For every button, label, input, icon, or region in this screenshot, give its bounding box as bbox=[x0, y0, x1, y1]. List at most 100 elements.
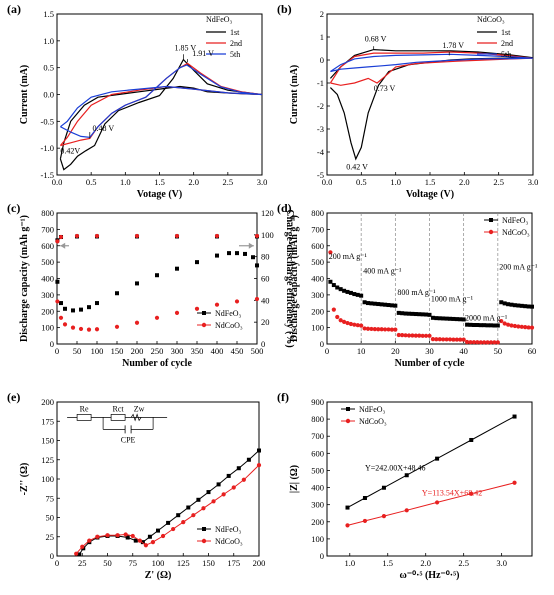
legend-label: NdFeO₃ bbox=[215, 309, 242, 318]
data-point bbox=[448, 316, 452, 321]
y-tick-label: 200 bbox=[311, 306, 324, 316]
data-point bbox=[413, 312, 418, 317]
data-point bbox=[176, 513, 181, 518]
series-line bbox=[60, 64, 263, 139]
data-point bbox=[345, 289, 350, 294]
x-tick-label: 3.0 bbox=[257, 177, 268, 187]
data-point bbox=[227, 251, 231, 256]
legend-marker bbox=[488, 229, 494, 235]
x-tick-label: 0.5 bbox=[356, 177, 367, 187]
data-point bbox=[417, 312, 422, 317]
circuit-label: Zw bbox=[134, 404, 145, 413]
legend-label: NdCoO₃ bbox=[215, 321, 243, 330]
series-line bbox=[59, 62, 263, 147]
data-point bbox=[396, 332, 401, 338]
panel-label: (d) bbox=[277, 201, 292, 215]
data-point bbox=[488, 340, 494, 345]
y-tick-label: -5 bbox=[317, 170, 324, 180]
data-point bbox=[400, 333, 405, 338]
legend-label: 5th bbox=[230, 50, 240, 59]
data-point bbox=[506, 302, 511, 307]
y-tick-label: 600 bbox=[311, 448, 324, 458]
y-tick-label: 0.5 bbox=[43, 63, 54, 73]
y-tick-label: 900 bbox=[311, 397, 324, 407]
data-point bbox=[328, 250, 333, 255]
panel-e: (e) 0 25 50 75 100 125 150 175 200 0 25 50 75 100 125 15… bbox=[7, 390, 265, 581]
data-point bbox=[355, 323, 360, 328]
data-point bbox=[420, 333, 425, 338]
data-point bbox=[376, 302, 381, 307]
data-point bbox=[509, 302, 514, 307]
data-point bbox=[251, 255, 255, 260]
y-tick-label: 800 bbox=[41, 208, 54, 218]
x-tick-label: 3.0 bbox=[496, 558, 507, 568]
x-axis-label: Number of cycle bbox=[122, 358, 192, 369]
legend-marker bbox=[489, 218, 493, 222]
y-tick-label: 0 bbox=[50, 339, 54, 349]
data-point bbox=[362, 518, 368, 524]
x-tick-label: 100 bbox=[91, 346, 104, 356]
data-point bbox=[512, 414, 517, 419]
data-point bbox=[512, 480, 517, 485]
data-point bbox=[143, 543, 148, 548]
data-point bbox=[55, 279, 60, 284]
data-point bbox=[403, 311, 408, 316]
y-tick-label: 1.0 bbox=[43, 36, 54, 46]
data-point bbox=[430, 336, 436, 342]
data-point bbox=[468, 322, 473, 327]
data-point bbox=[345, 505, 350, 510]
data-point bbox=[444, 316, 449, 321]
data-point bbox=[512, 323, 518, 329]
legend-label: NdCoO₃ bbox=[502, 228, 530, 237]
x-tick-label: 400 bbox=[211, 346, 224, 356]
y2-axis-label: Charge-discharge efficiency (%) bbox=[284, 209, 295, 347]
data-point bbox=[424, 312, 429, 317]
data-point bbox=[352, 322, 357, 327]
data-point bbox=[461, 337, 466, 342]
data-point bbox=[427, 333, 432, 338]
x-axis-label: ω⁻⁰·⁵ (Hz⁻⁰·⁵) bbox=[400, 570, 460, 581]
data-point bbox=[63, 306, 67, 311]
y-tick-label: 100 bbox=[311, 323, 324, 333]
data-point bbox=[130, 533, 135, 539]
data-point bbox=[348, 321, 354, 327]
y2-tick-label: 80 bbox=[261, 252, 270, 262]
data-point bbox=[87, 305, 91, 310]
data-point bbox=[348, 290, 353, 295]
data-point bbox=[191, 513, 196, 518]
y2-tick-label: 0 bbox=[261, 339, 265, 349]
data-point bbox=[335, 285, 340, 290]
y-tick-label: -0.5 bbox=[41, 116, 54, 126]
y-tick-label: -1 bbox=[317, 78, 324, 88]
y-tick-label: 200 bbox=[41, 306, 54, 316]
data-point bbox=[469, 491, 474, 496]
series-line bbox=[329, 51, 534, 86]
data-point bbox=[468, 340, 473, 345]
data-point bbox=[523, 304, 528, 309]
x-tick-label: 3.0 bbox=[528, 177, 539, 187]
panel-c: (c)0 50 100 150 200 250 300 350 400 450 5000100200… bbox=[7, 201, 295, 369]
data-point bbox=[174, 310, 180, 315]
data-point bbox=[410, 333, 415, 338]
data-point bbox=[404, 473, 409, 478]
data-point bbox=[254, 296, 260, 302]
data-point bbox=[400, 311, 405, 316]
y-tick-label: 100 bbox=[41, 323, 54, 333]
x-tick-label: 250 bbox=[151, 346, 164, 356]
legend-marker bbox=[201, 322, 207, 328]
x-tick-label: 50 bbox=[73, 346, 82, 356]
series-line bbox=[330, 53, 534, 73]
data-point bbox=[255, 263, 259, 268]
data-point bbox=[80, 544, 85, 549]
y-tick-label: -1.0 bbox=[41, 143, 54, 153]
panel-label: (b) bbox=[277, 2, 292, 16]
data-point bbox=[430, 315, 435, 320]
data-point bbox=[359, 293, 364, 298]
data-point bbox=[328, 279, 333, 284]
series-line bbox=[59, 58, 263, 171]
y-tick-label: 600 bbox=[41, 241, 54, 251]
y-tick-label: 1 bbox=[320, 32, 324, 42]
peak-annotation: 1.78 V bbox=[442, 41, 464, 50]
y-tick-label: 800 bbox=[311, 208, 324, 218]
y-tick-label: 175 bbox=[41, 416, 54, 426]
